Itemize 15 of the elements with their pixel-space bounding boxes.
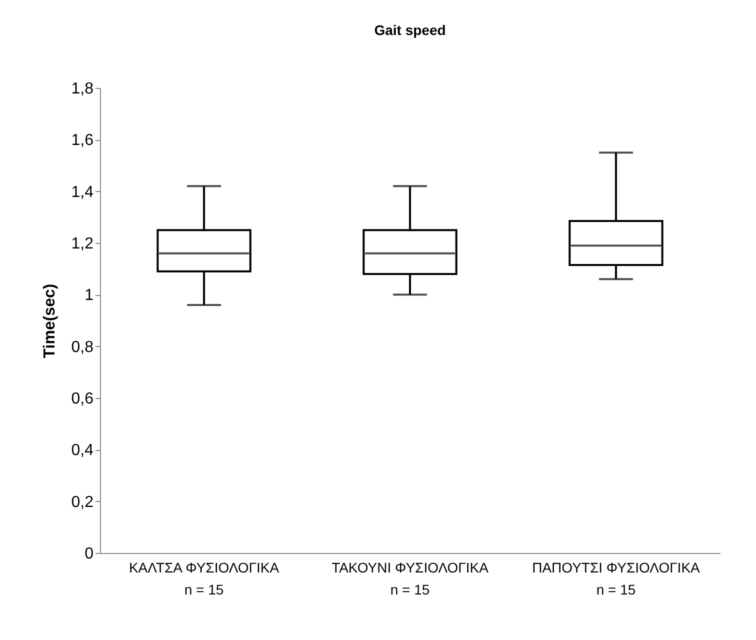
- y-axis-title: Time(sec): [41, 284, 58, 358]
- y-tick-label: 0,6: [71, 390, 94, 408]
- y-tick-label: 0,4: [71, 442, 94, 460]
- chart-title: Gait speed: [374, 22, 446, 38]
- x-tick-label: ΠΑΠΟΥΤΣΙ ΦΥΣΙΟΛΟΓΙΚΑ n = 15: [532, 560, 701, 598]
- y-tick-label: 1,8: [71, 80, 94, 98]
- y-tick-label: 0,8: [71, 338, 94, 356]
- y-tick-label: 1: [84, 287, 94, 304]
- x-tick-label: ΚΑΛΤΣΑ ΦΥΣΙΟΛΟΓΙΚΑ n = 15: [128, 560, 280, 598]
- y-tick-label: 1,2: [71, 236, 94, 252]
- y-tick-label: 1,4: [71, 184, 94, 201]
- x-tick-label: ΤΑΚΟΥΝΙ ΦΥΣΙΟΛΟΓΙΚΑ n = 15: [332, 560, 490, 598]
- y-tick-label: 1,6: [71, 132, 94, 150]
- y-tick-label: 0,2: [71, 494, 94, 511]
- y-tick-label: 0: [84, 546, 94, 562]
